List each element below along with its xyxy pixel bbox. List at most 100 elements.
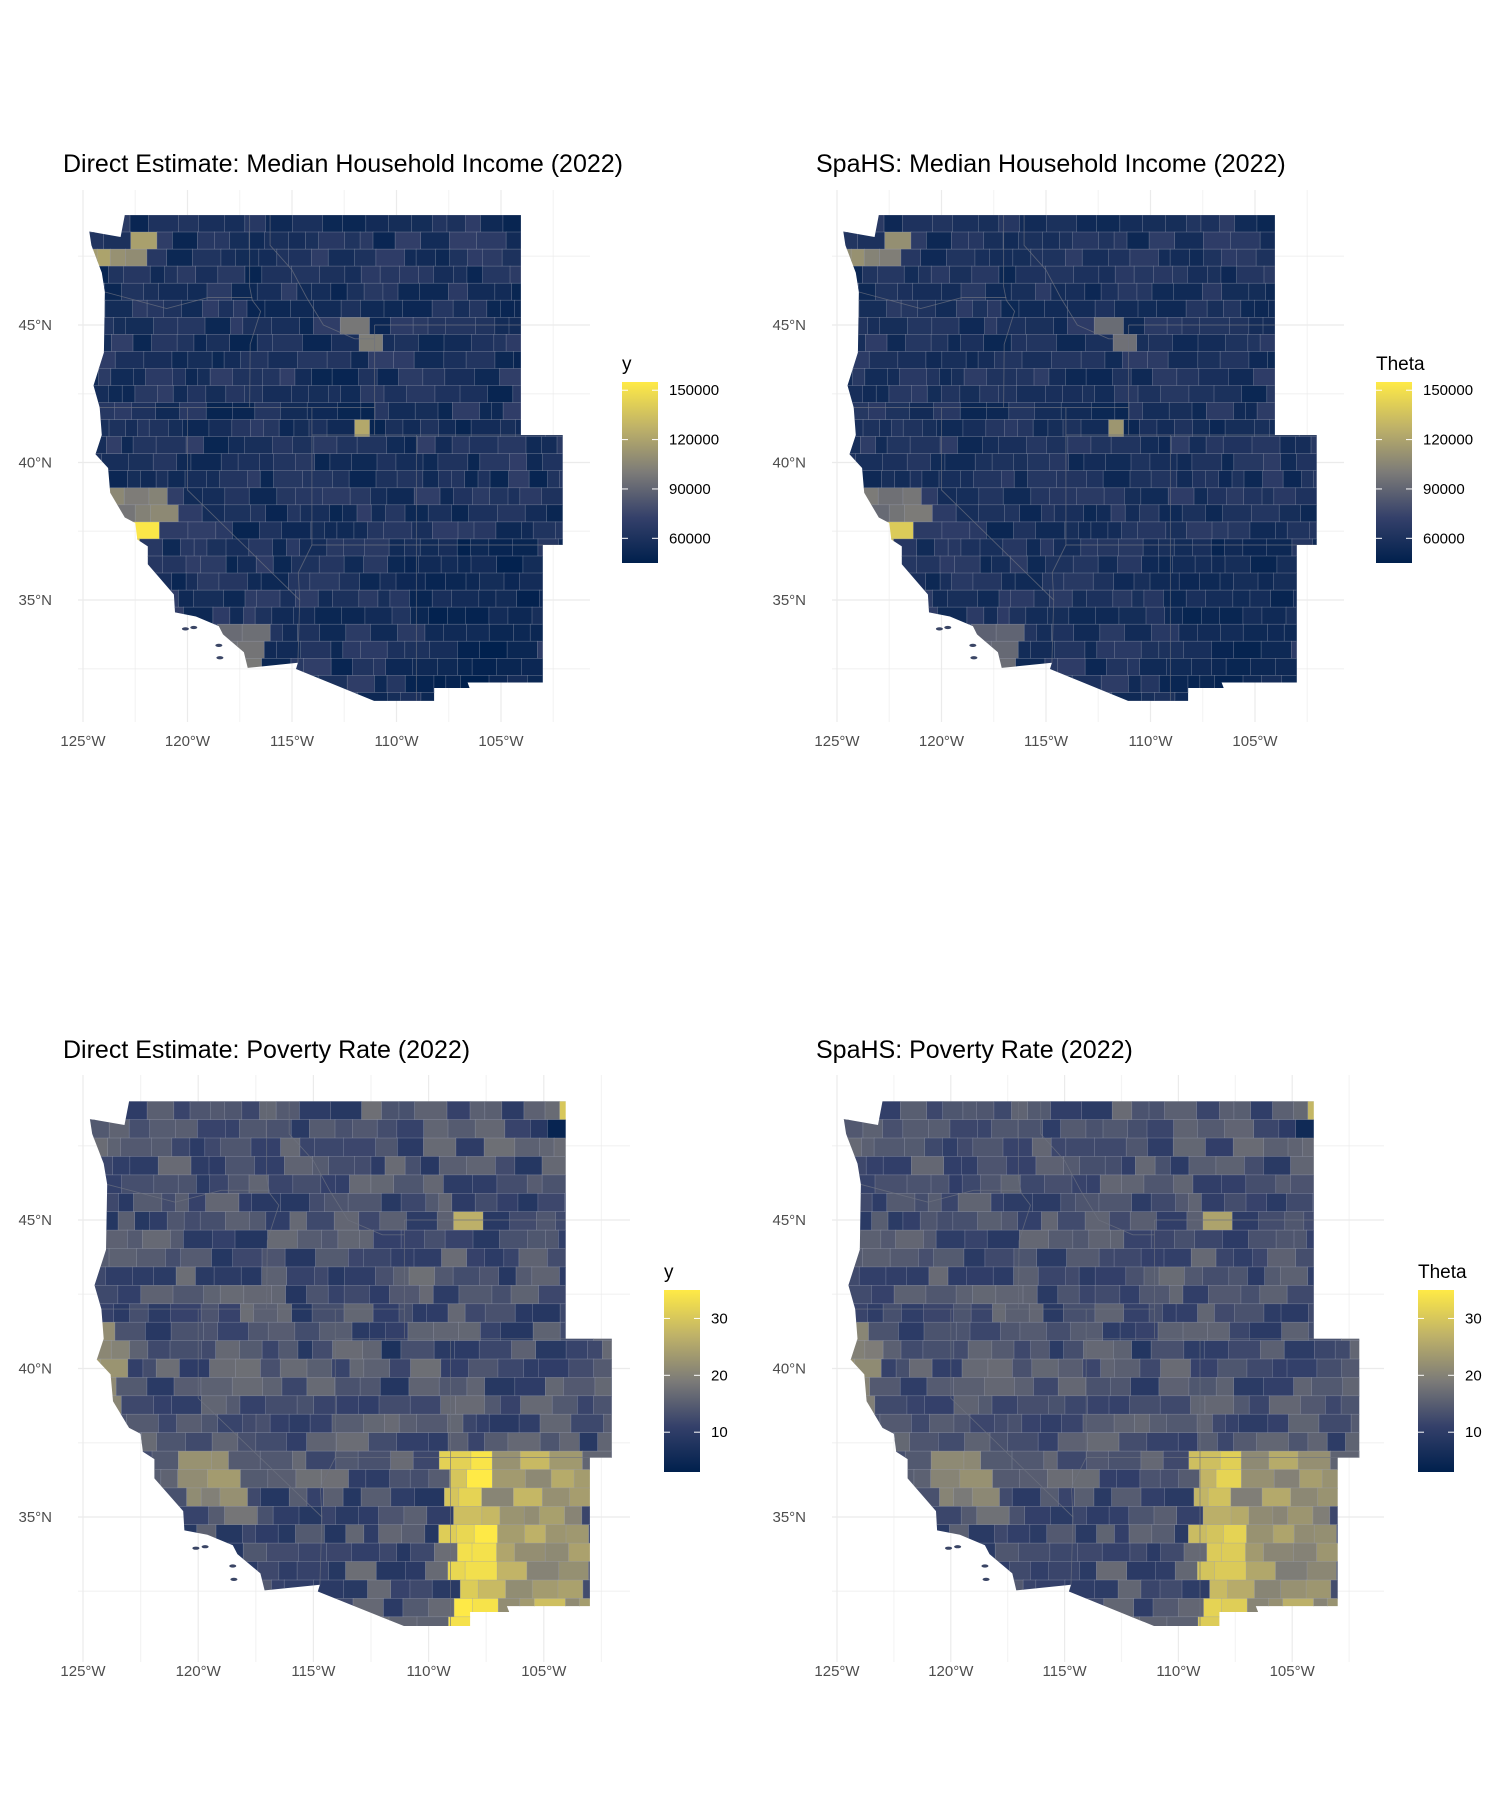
county (555, 299, 563, 318)
county (440, 1395, 457, 1415)
county (1207, 1487, 1232, 1508)
county (899, 1579, 916, 1600)
county (272, 1506, 300, 1526)
county (409, 1579, 433, 1600)
county (1162, 1303, 1177, 1323)
county (390, 1450, 415, 1471)
county (129, 1598, 144, 1618)
county (1338, 1101, 1360, 1121)
county (953, 1561, 982, 1581)
county (232, 521, 261, 540)
county (116, 692, 143, 701)
county (967, 692, 994, 701)
county (1233, 402, 1247, 421)
x-tick-label: 105°W (521, 1663, 567, 1680)
county (895, 692, 926, 701)
county (1030, 1561, 1050, 1581)
county (843, 1248, 864, 1268)
county (1019, 504, 1043, 523)
county (857, 231, 886, 250)
county (388, 538, 406, 557)
county (334, 1377, 361, 1397)
county (419, 538, 440, 557)
county (1192, 692, 1218, 701)
county (1292, 316, 1313, 335)
county (1233, 1101, 1252, 1121)
county (535, 1211, 557, 1231)
county (1068, 453, 1085, 472)
county (1150, 1340, 1185, 1360)
y-tick-label: 40°N (18, 455, 52, 472)
county (1278, 368, 1295, 387)
county (1056, 333, 1087, 352)
county (948, 1579, 981, 1600)
county (171, 351, 189, 370)
county (500, 419, 517, 438)
county (268, 709, 283, 726)
county (882, 1340, 902, 1360)
county (103, 1616, 130, 1626)
county (502, 402, 529, 421)
county (471, 1598, 499, 1618)
county (587, 1119, 612, 1139)
county (292, 215, 324, 233)
county (1193, 487, 1209, 506)
county (977, 1211, 1002, 1231)
county (1174, 1229, 1196, 1250)
county (359, 572, 381, 591)
county (446, 1101, 471, 1121)
county (330, 640, 344, 659)
county (258, 453, 275, 472)
county (544, 419, 563, 438)
county (89, 1469, 105, 1489)
county (344, 265, 362, 284)
county (416, 1616, 450, 1626)
county (1232, 1137, 1265, 1158)
county (888, 504, 906, 523)
county (882, 623, 908, 642)
county (976, 1101, 995, 1121)
county (1305, 1579, 1332, 1600)
county (96, 248, 111, 267)
county (89, 1598, 103, 1618)
county (916, 538, 936, 557)
county (949, 1524, 970, 1544)
county (169, 1340, 203, 1360)
county (868, 1487, 886, 1508)
county (146, 1579, 163, 1600)
county (217, 623, 243, 642)
county (215, 521, 234, 540)
county (1212, 1413, 1227, 1434)
county (867, 1579, 901, 1600)
county (172, 1285, 205, 1305)
county (978, 1395, 993, 1415)
county (994, 1524, 1008, 1544)
map-panel-3: Direct Estimate: Poverty Rate (2022)125°… (18, 1036, 727, 1680)
county (906, 453, 932, 472)
county (551, 555, 563, 574)
county (465, 351, 496, 370)
county (493, 333, 507, 352)
county (1017, 419, 1034, 438)
county (359, 231, 374, 250)
county (1158, 1377, 1190, 1397)
county (873, 555, 896, 574)
x-tick-label: 110°W (1156, 1663, 1201, 1680)
county (151, 1524, 175, 1544)
county (139, 538, 164, 557)
county (271, 606, 295, 625)
county (903, 1506, 931, 1526)
county (398, 265, 420, 284)
county (282, 623, 299, 642)
county (1113, 231, 1128, 250)
county (467, 282, 496, 301)
county (1238, 1413, 1269, 1434)
county (897, 640, 927, 659)
county (1085, 1377, 1112, 1397)
county (298, 1506, 323, 1526)
county (1318, 1413, 1352, 1434)
county (532, 1303, 561, 1323)
county (401, 1524, 426, 1544)
county (957, 623, 973, 642)
county (1275, 657, 1301, 676)
